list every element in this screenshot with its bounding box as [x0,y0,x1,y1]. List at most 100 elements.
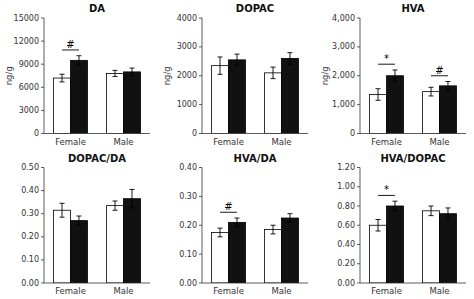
bar [124,199,141,283]
error-bar [429,206,434,216]
y-tick [41,213,44,214]
y-tick-label: 0.20 [179,221,197,230]
error-bar [376,219,381,231]
y-tick-label: 3000 [19,106,39,115]
y-tick-label: 1,000 [332,100,355,109]
error-bar [113,201,118,210]
bar [440,86,457,134]
y-tick [199,196,202,197]
bar [370,225,387,283]
y-tick-label: 12000 [14,37,39,46]
x-tick-label: Female [213,137,244,147]
bar [282,218,299,283]
annotation: # [224,201,232,212]
error-bar [218,57,223,74]
x-axis [360,283,466,284]
y-tick [41,110,44,111]
y-tick-label: 0.00 [337,279,355,288]
title: HVA [401,3,424,14]
error-bar [60,74,65,82]
x-tick-label: Female [371,137,402,147]
panel: 03000600090001200015000FemaleMaleDAng/g# [4,3,151,147]
y-tick [357,263,360,264]
y-tick-label: 0.60 [337,221,355,230]
y-tick-label: 0.20 [21,232,39,241]
x-axis [202,133,308,134]
x-tick-label: Male [429,137,449,147]
y-tick [199,167,202,168]
bar [107,206,124,283]
y-tick [357,186,360,187]
bar [71,60,88,133]
bar [54,78,71,133]
y-tick-label: 4000 [177,14,197,23]
y-tick-label: 0.80 [337,202,355,211]
bar [229,222,246,283]
bar [212,232,229,283]
y-tick [199,18,202,19]
y-tick [357,206,360,207]
x-tick-label: Male [271,137,291,147]
error-bar [392,70,397,82]
x-axis [360,133,466,134]
x-tick-label: Female [55,286,86,296]
y-tick-label: 0 [34,129,39,138]
bar [124,72,141,134]
bar [423,92,440,134]
error-bar [129,68,134,76]
y-tick-label: 0.50 [21,163,39,172]
bar [387,206,404,283]
bar [212,66,229,134]
panel: 01000200030004000FemaleMaleDOPACng/g [162,3,309,147]
annotation: * [384,53,389,64]
error-bar [271,67,276,79]
bar [440,214,457,283]
y-tick-label: 3,000 [332,42,355,51]
y-tick-label: 4,000 [332,14,355,23]
y-tick [199,46,202,47]
y-tick [357,225,360,226]
error-bar [392,201,397,211]
y-tick [41,133,44,134]
error-bar [60,203,65,217]
y-tick [41,259,44,260]
y-label: ng/g [162,66,172,85]
y-tick [41,87,44,88]
y-tick [357,283,360,284]
y-tick-label: 0.10 [21,255,39,264]
y-tick-label: 0.30 [21,209,39,218]
y-tick-label: 6000 [19,83,39,92]
error-bar [445,208,450,220]
y-label: ng/g [320,66,330,85]
y-tick-label: 0.00 [179,279,197,288]
x-axis [44,133,150,134]
marks [370,70,457,134]
y-tick [199,104,202,105]
y-tick [41,64,44,65]
x-tick-label: Female [55,137,86,147]
bar [229,60,246,134]
annotation: # [66,39,74,50]
y-tick-label: 0.40 [21,186,39,195]
error-bar [429,87,434,96]
bar [423,211,440,283]
y-tick [41,41,44,42]
error-bar [287,53,292,65]
y-tick [357,75,360,76]
panel: 01,0002,0003,0004,000FemaleMaleHVAng/g*# [320,3,467,147]
bar [265,230,282,283]
y-tick-label: 0.10 [179,250,197,259]
y-tick-label: 0 [192,129,197,138]
marks [370,201,457,283]
y-tick-label: 3000 [177,42,197,51]
y-tick [41,18,44,19]
x-tick-label: Female [213,286,244,296]
y-tick-label: 0.40 [179,163,197,172]
y-axis [44,18,45,134]
bar [265,73,282,134]
y-tick [357,18,360,19]
y-tick-label: 9000 [19,60,39,69]
y-tick-label: 1.20 [337,163,355,172]
title: DOPAC [236,3,274,14]
y-tick [41,190,44,191]
